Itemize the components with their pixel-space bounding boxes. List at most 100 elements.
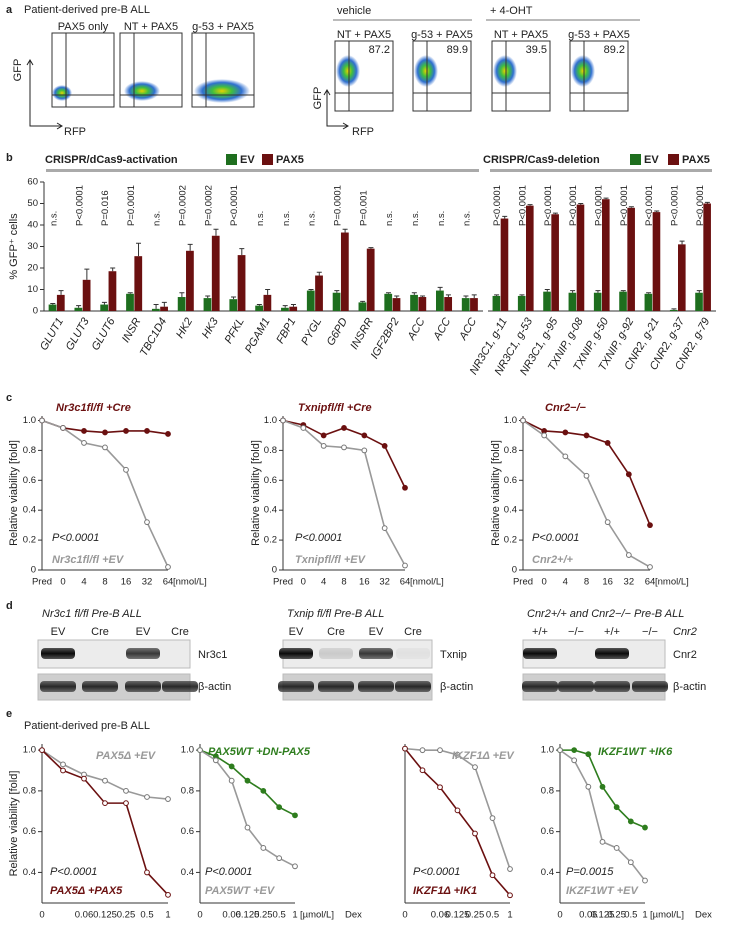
point <box>489 872 496 879</box>
bar <box>160 306 168 311</box>
annotation: P<0.0001 <box>229 185 240 226</box>
point <box>320 443 327 449</box>
plot-title: PAX5 only <box>58 21 109 33</box>
point <box>260 845 267 851</box>
lane-label: Cre <box>327 626 345 638</box>
x-tick-label: 0.5 <box>624 910 637 921</box>
y-tick-label: 1.0 <box>181 745 194 756</box>
y-axis-title: Relative viability [fold] <box>8 440 20 546</box>
bar <box>358 302 367 311</box>
annotation: P<0.0001 <box>695 185 706 226</box>
error-bar <box>385 292 391 294</box>
point <box>60 425 66 431</box>
error-bar <box>502 215 508 219</box>
x-tick-label: 1 <box>642 910 647 921</box>
plot-value: 89.9 <box>447 44 468 56</box>
x-tick-label: 1 <box>165 910 170 921</box>
x-axis-title: Dex <box>345 910 362 921</box>
axis-arrow <box>326 90 348 127</box>
point <box>81 440 87 446</box>
point <box>454 751 461 758</box>
error-bar <box>161 301 167 307</box>
x-tick-label: 4 <box>81 577 86 588</box>
point <box>454 807 461 814</box>
panel-label: a <box>6 4 13 16</box>
p-value: P=0.0015 <box>566 866 614 878</box>
bar <box>500 218 509 311</box>
y-tick-label: 50 <box>27 198 38 209</box>
bar <box>82 279 91 311</box>
header-rule <box>490 169 712 172</box>
annotation: P<0.0001 <box>518 185 529 226</box>
x-tick-label: 0.25 <box>117 910 136 921</box>
x-tick-label: 0 <box>542 577 547 588</box>
y-tick-label: 10 <box>27 284 38 295</box>
x-tick-label: GLUT6 <box>90 315 119 352</box>
p-value: P<0.0001 <box>295 532 342 544</box>
error-bar <box>50 302 56 305</box>
error-bar <box>628 206 634 208</box>
group-title: + 4-OHT <box>490 5 533 17</box>
y-tick-label: 0.8 <box>23 785 36 796</box>
error-bar <box>360 300 366 303</box>
y-tick-label: 0.2 <box>264 535 277 546</box>
bar <box>281 307 289 311</box>
bar <box>263 294 272 311</box>
p-value: P<0.0001 <box>52 532 99 544</box>
point <box>60 767 66 774</box>
series-label: IKZF1Δ +EV <box>452 750 515 762</box>
plot-value: 87.2 <box>369 44 390 56</box>
point <box>571 747 578 754</box>
x-tick-label: 8 <box>584 577 589 588</box>
point <box>102 429 108 436</box>
bar <box>703 203 711 311</box>
x-tick-label: 1 <box>292 910 297 921</box>
x-tick-label: 0.125 <box>93 910 117 921</box>
protein-band <box>318 681 354 692</box>
error-bar <box>704 201 710 204</box>
arrow-head <box>26 59 34 66</box>
error-bar <box>231 296 237 300</box>
point <box>292 863 298 870</box>
blot-title: Nr3c1 fl/fl Pre-B ALL <box>42 608 142 620</box>
x-tick-label: 0.06 <box>75 910 94 921</box>
protein-label: β-actin <box>198 681 231 693</box>
x-tick-label: 0.06 <box>579 910 598 921</box>
lane-label: +/+ <box>604 626 620 638</box>
error-bar <box>290 304 296 307</box>
series-line <box>522 419 651 568</box>
bar <box>289 306 298 311</box>
protein-band <box>41 648 75 659</box>
annotation: P<0.0001 <box>74 185 85 226</box>
bar <box>177 297 186 311</box>
x-tick-label: ACC <box>431 316 454 343</box>
header-rule <box>46 169 479 172</box>
x-tick-label: 4 <box>563 577 568 588</box>
annotation: n.s. <box>152 211 163 226</box>
x-tick-label: 32 <box>142 577 153 588</box>
error-bar <box>620 290 626 292</box>
bar <box>678 244 686 311</box>
legend-label: PAX5 <box>682 154 710 166</box>
bar <box>306 290 315 311</box>
x-tick-label: 0 <box>301 577 306 588</box>
bar <box>48 304 57 311</box>
x-tick-label: 0 <box>402 910 407 921</box>
x-tick-label: 0.5 <box>486 910 499 921</box>
error-bar <box>179 292 185 298</box>
point <box>604 440 611 446</box>
point <box>381 525 388 532</box>
x-tick-label: 32 <box>379 577 390 588</box>
point <box>562 429 569 436</box>
point <box>341 444 347 451</box>
point <box>647 522 653 529</box>
protein-band <box>632 681 668 692</box>
panel-label: b <box>6 152 13 164</box>
y-tick-label: 0 <box>33 306 38 317</box>
y-tick-label: 0 <box>512 565 517 576</box>
p-value: P<0.0001 <box>532 532 579 544</box>
annotation: P=0.001 <box>358 190 369 226</box>
x-tick-label: 0.25 <box>254 910 273 921</box>
flow-cells <box>336 55 360 87</box>
plot-title: NT + PAX5 <box>337 29 391 41</box>
